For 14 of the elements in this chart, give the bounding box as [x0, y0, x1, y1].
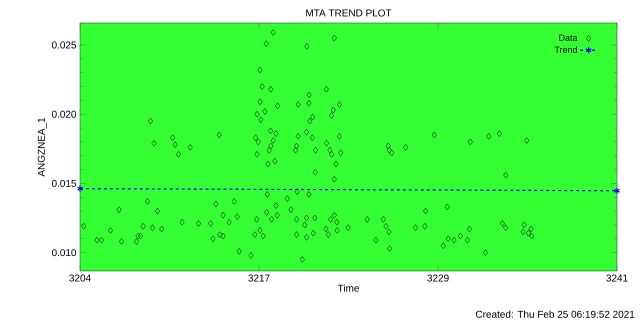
legend-label: Trend: [554, 46, 577, 53]
y-tick-label: 0.010: [52, 249, 76, 256]
x-tick-label: 3229: [427, 274, 449, 282]
x-tick-label: 3217: [248, 274, 270, 282]
x-tick-label: 3204: [69, 274, 91, 282]
text: Created: Thu Feb 25 06:19:52 2021: [476, 310, 634, 318]
legend-label: Data: [559, 34, 578, 41]
x-tick-label: 3241: [606, 274, 628, 282]
y-tick-label: 0.025: [52, 41, 76, 49]
y-tick-label: 0.015: [52, 180, 76, 187]
y-tick-label: 0.020: [52, 110, 76, 118]
x-axis-title: Time: [338, 284, 359, 292]
chart-title: MTA TREND PLOT: [306, 9, 392, 16]
y-axis-title: ANGZNEA_1: [38, 118, 47, 177]
